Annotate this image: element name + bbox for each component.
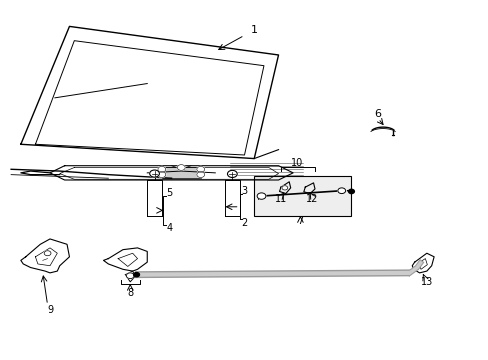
Circle shape xyxy=(158,166,165,172)
Circle shape xyxy=(197,166,204,172)
Circle shape xyxy=(197,172,204,177)
Text: 7: 7 xyxy=(297,216,303,226)
Text: 5: 5 xyxy=(165,188,172,198)
Circle shape xyxy=(149,170,159,177)
Text: 11: 11 xyxy=(274,194,286,203)
Text: 8: 8 xyxy=(127,288,133,297)
Bar xyxy=(162,167,201,178)
Circle shape xyxy=(158,172,165,177)
Circle shape xyxy=(282,186,287,190)
Text: 13: 13 xyxy=(420,277,432,287)
Text: 6: 6 xyxy=(374,109,381,119)
Circle shape xyxy=(177,165,185,170)
Text: 4: 4 xyxy=(166,223,172,233)
Circle shape xyxy=(227,170,237,177)
Text: 10: 10 xyxy=(290,158,303,168)
Circle shape xyxy=(126,273,134,279)
Circle shape xyxy=(257,193,265,199)
Circle shape xyxy=(44,251,51,256)
Circle shape xyxy=(348,189,354,194)
Circle shape xyxy=(337,188,345,194)
Text: 1: 1 xyxy=(250,25,257,35)
Circle shape xyxy=(133,273,139,277)
Bar xyxy=(254,176,351,216)
Text: 3: 3 xyxy=(241,186,247,196)
Text: 9: 9 xyxy=(47,305,53,315)
Text: 12: 12 xyxy=(306,194,318,203)
Text: 2: 2 xyxy=(241,218,247,228)
